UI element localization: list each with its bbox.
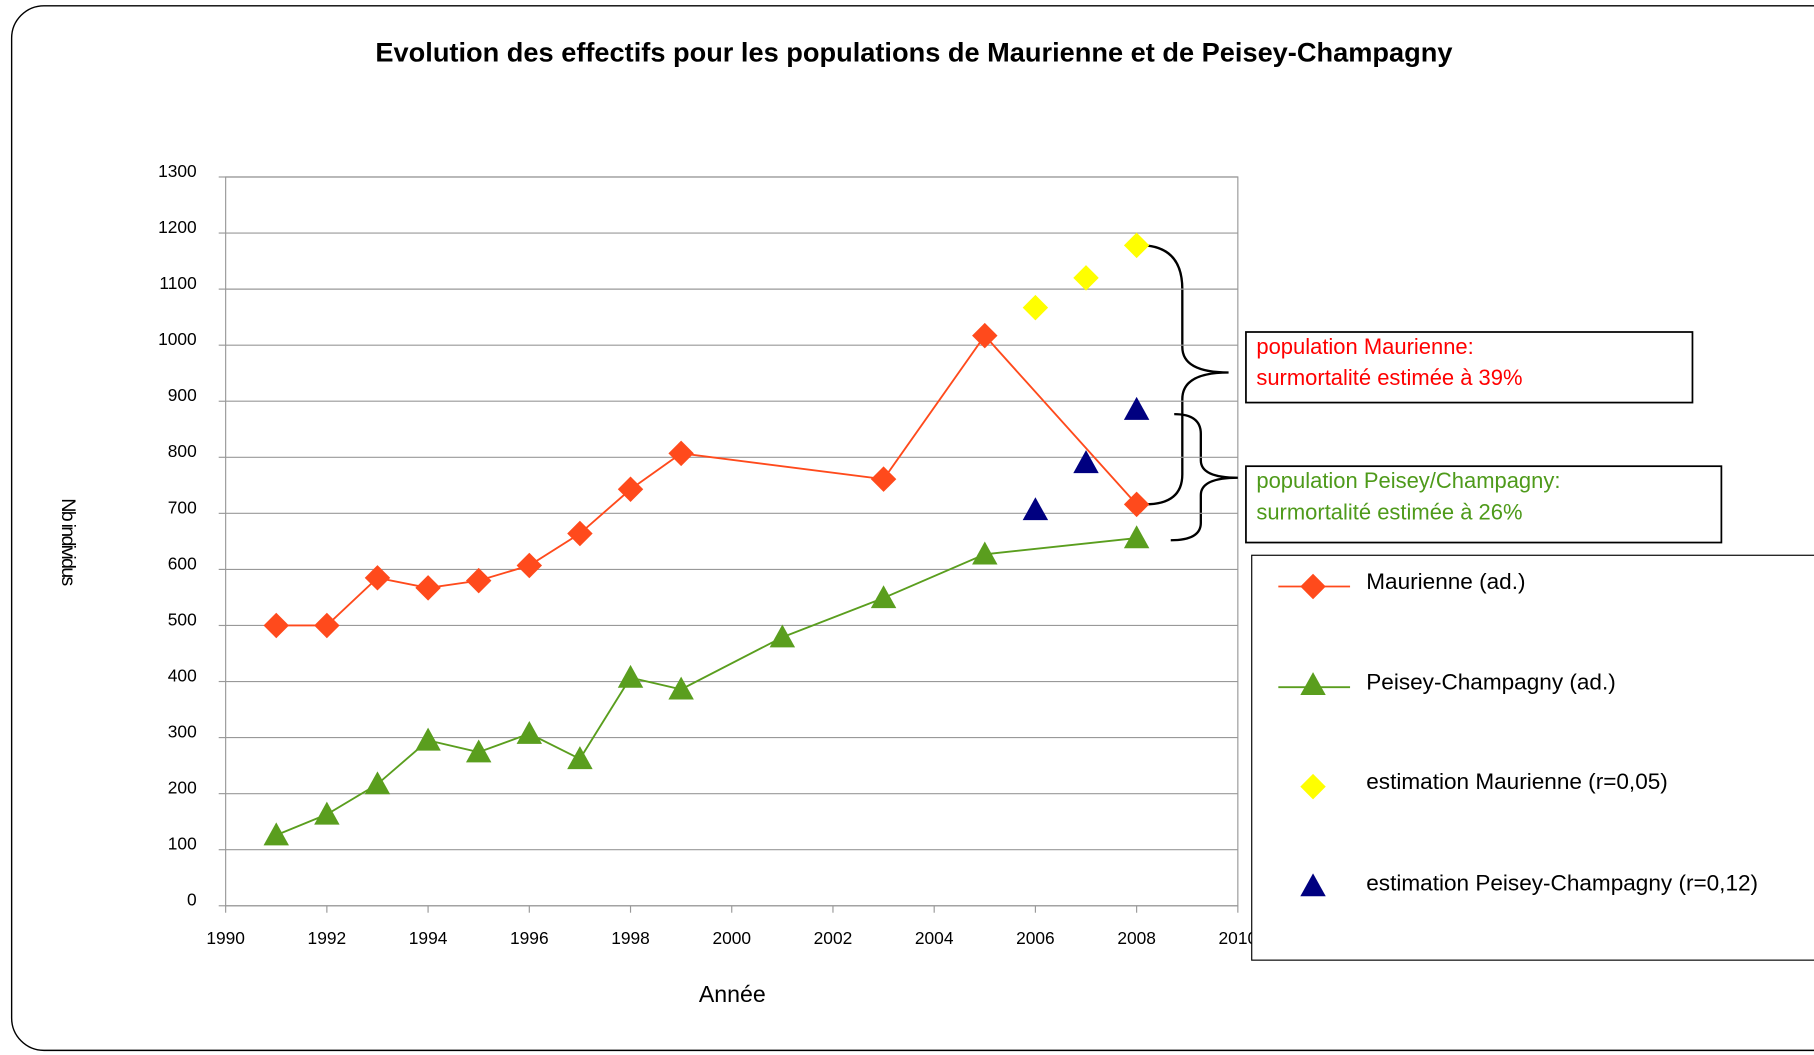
legend-entry: Maurienne (ad.) xyxy=(1366,569,1526,595)
y-tick-label: 1100 xyxy=(159,273,196,293)
triangle-marker xyxy=(668,676,694,700)
triangle-marker xyxy=(263,822,289,846)
bracket xyxy=(1170,412,1238,542)
legend-label: estimation Maurienne (r=0,05) xyxy=(1366,769,1668,795)
x-tick-label: 2000 xyxy=(712,928,751,948)
x-tick-label: 1996 xyxy=(510,928,549,948)
triangle-marker xyxy=(364,771,391,795)
diamond-marker xyxy=(617,476,644,502)
diamond-marker xyxy=(364,565,391,591)
triangle-marker xyxy=(617,664,644,688)
y-tick-label: 800 xyxy=(168,441,197,461)
x-tick-label: 2010 xyxy=(1219,928,1258,948)
annotation-text: population Maurienne: xyxy=(1256,334,1473,359)
series-line xyxy=(276,334,1138,627)
diamond-marker xyxy=(1123,232,1150,259)
y-tick-label: 400 xyxy=(168,665,197,685)
annotation-text: population Peisey/Champagny: xyxy=(1256,468,1560,493)
x-tick-label: 1998 xyxy=(611,928,650,948)
y-tick-label: 700 xyxy=(168,497,197,517)
x-tick-label: 2002 xyxy=(814,928,853,948)
annotations xyxy=(1139,244,1238,542)
triangle-marker xyxy=(1022,497,1049,521)
y-tick-label: 900 xyxy=(168,385,197,405)
x-tick-label: 1992 xyxy=(308,928,347,948)
triangle-marker xyxy=(1300,672,1326,696)
diamond-marker xyxy=(415,575,441,601)
x-tick-label: 2006 xyxy=(1016,928,1055,948)
triangle-marker xyxy=(972,541,998,565)
triangle-marker xyxy=(516,720,543,744)
legend-entry: estimation Peisey-Champagny (r=0,12) xyxy=(1366,871,1759,897)
x-tick-label: 1994 xyxy=(409,928,448,948)
triangle-marker xyxy=(870,585,897,609)
x-tick-label: 1990 xyxy=(206,928,245,948)
triangle-marker xyxy=(1123,525,1150,549)
triangle-marker xyxy=(1123,396,1150,420)
legend-box xyxy=(1251,554,1814,961)
annotation-text: surmortalité estimée à 39% xyxy=(1256,365,1522,390)
legend-label: estimation Peisey-Champagny (r=0,12) xyxy=(1366,871,1759,897)
triangle-marker xyxy=(314,801,340,825)
y-tick-label: 100 xyxy=(168,834,197,854)
diamond-marker xyxy=(1022,294,1049,321)
legend-entry: estimation Maurienne (r=0,05) xyxy=(1366,769,1668,795)
legend-label: Peisey-Champagny (ad.) xyxy=(1366,669,1616,696)
diamond-marker xyxy=(1123,491,1150,518)
x-tick-label: 2008 xyxy=(1117,928,1156,948)
triangle-marker xyxy=(415,727,441,751)
y-axis-label: Nb individus xyxy=(57,498,79,586)
bracket xyxy=(1139,244,1229,506)
legend-entry: Peisey-Champagny (ad.) xyxy=(1366,669,1616,696)
annotation-text: surmortalité estimée à 26% xyxy=(1256,499,1522,524)
y-tick-label: 1000 xyxy=(158,329,197,349)
y-tick-label: 1200 xyxy=(158,217,197,237)
y-tick-label: 600 xyxy=(168,553,197,573)
y-tick-label: 1300 xyxy=(158,161,197,181)
diamond-marker xyxy=(567,520,593,547)
chart-title: Evolution des effectifs pour les populat… xyxy=(375,37,1453,68)
triangle-marker xyxy=(769,624,796,648)
y-tick-label: 0 xyxy=(187,890,197,910)
y-tick-label: 300 xyxy=(168,722,197,742)
annotation-box xyxy=(1245,465,1723,544)
triangle-marker xyxy=(1073,450,1099,474)
y-tick-label: 500 xyxy=(168,609,197,629)
x-tick-label: 2004 xyxy=(915,928,954,948)
annotation-box xyxy=(1245,331,1694,404)
triangle-marker xyxy=(1300,873,1326,897)
diamond-marker xyxy=(465,567,492,594)
title-box: Evolution des effectifs pour les populat… xyxy=(375,37,1453,68)
triangle-marker xyxy=(567,746,593,770)
legend-label: Maurienne (ad.) xyxy=(1366,569,1526,595)
diamond-marker xyxy=(516,552,543,579)
y-tick-label: 200 xyxy=(168,778,197,798)
x-axis-label: Année xyxy=(699,981,766,1007)
triangle-marker xyxy=(465,739,492,763)
